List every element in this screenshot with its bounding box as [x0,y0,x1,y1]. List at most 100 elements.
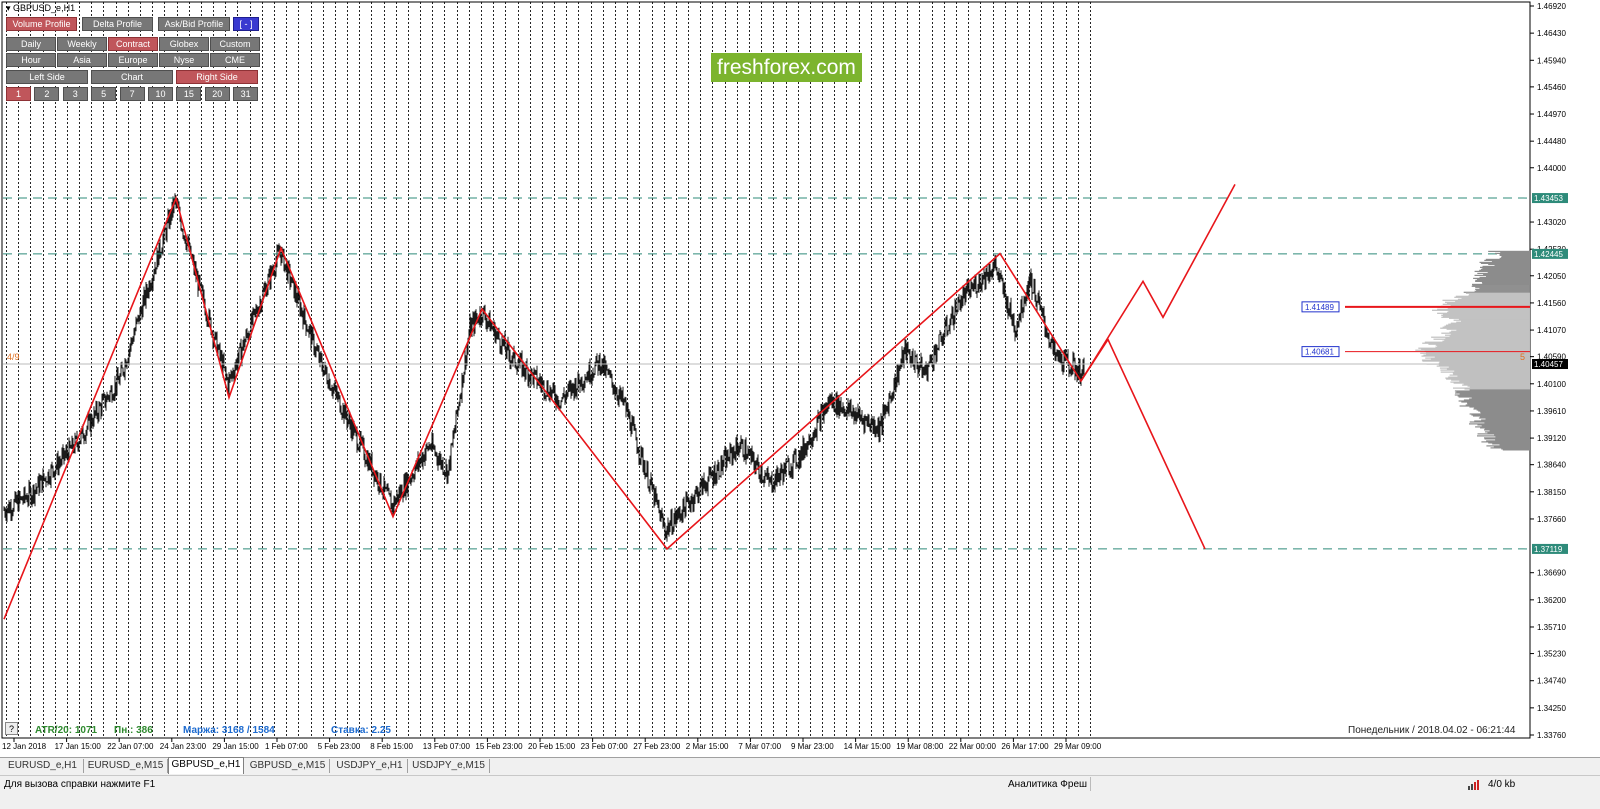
volume-profile-bar [1440,369,1530,371]
volume-profile-bar [1474,407,1530,409]
volume-profile-bar [1469,293,1530,295]
side-button-chart[interactable]: Chart [91,70,173,84]
volume-profile-bar [1468,294,1530,296]
profile-button-volume-profile[interactable]: Volume Profile [6,17,77,31]
time-tick-label: 29 Jan 15:00 [212,742,259,751]
volume-profile-bar [1456,391,1530,393]
count-button-3[interactable]: 3 [62,87,88,101]
volume-profile-bar [1440,371,1530,373]
count-button-15[interactable]: 15 [176,87,202,101]
volume-profile-bar [1457,395,1530,397]
time-tick-label: 1 Feb 07:00 [265,742,308,751]
side-button-right-side[interactable]: Right Side [176,70,258,84]
price-tick-label: 1.36690 [1537,569,1566,578]
atr-indicator: ATR/20: 1071 [35,725,98,736]
time-tick-label: 19 Mar 08:00 [896,742,944,751]
volume-profile-bar [1457,375,1530,377]
volume-profile-bar [1469,389,1530,391]
count-button-7[interactable]: 7 [119,87,145,101]
volume-profile-bar [1502,449,1530,451]
tab-eurusd-e-h1[interactable]: EURUSD_e,H1 [2,759,84,773]
price-tick-label: 1.41560 [1537,299,1566,308]
volume-profile-bar [1455,295,1530,297]
time-tick-label: 29 Mar 09:00 [1054,742,1102,751]
count-button-10[interactable]: 10 [148,87,173,101]
tab-eurusd-e-m15[interactable]: EURUSD_e,M15 [84,759,168,773]
volume-profile-bar [1462,384,1530,386]
volume-profile-bar [1495,439,1530,441]
volume-profile-bar [1444,325,1530,327]
volume-profile-bar [1484,429,1530,431]
price-tick-label: 1.44480 [1537,137,1566,146]
volume-profile-bar [1454,296,1530,298]
volume-profile-bar [1445,337,1530,339]
volume-profile-bar [1451,379,1530,381]
connection-icon [1468,779,1482,793]
volume-profile-bar [1463,383,1530,385]
volume-profile-bar [1474,290,1530,292]
volume-profile-bar [1469,423,1530,425]
volume-profile-bar [1442,315,1530,317]
volume-profile-bar [1484,259,1530,261]
count-button-1[interactable]: 1 [6,87,31,101]
price-tick-label: 1.43020 [1537,218,1566,227]
volume-profile-bar [1450,333,1530,335]
tab-usdjpy-e-m15[interactable]: USDJPY_e,M15 [408,759,490,773]
volume-profile-bar [1495,252,1530,254]
period-button-custom[interactable]: Custom [210,37,260,51]
count-button-2[interactable]: 2 [34,87,60,101]
period-button-cme[interactable]: CME [210,53,260,67]
volume-profile-bar [1454,390,1530,392]
tab-usdjpy-e-h1[interactable]: USDJPY_e,H1 [332,759,408,773]
profile-level-box [1301,346,1340,358]
price-tick-label: 1.41070 [1537,326,1566,335]
period-button-hour[interactable]: Hour [6,53,56,67]
period-button-europe[interactable]: Europe [108,53,158,67]
side-button-left-side[interactable]: Left Side [6,70,88,84]
period-button-asia[interactable]: Asia [57,53,107,67]
price-chart[interactable]: 1.46920 1.46430 1.45940 1.45460 1.44970 1.444… [0,0,1600,757]
help-icon[interactable]: ? [5,722,18,735]
volume-profile-bar [1454,394,1530,396]
volume-profile-bar [1484,422,1530,424]
volume-profile-bar [1469,398,1530,400]
profile-button-ask-bid-profile[interactable]: Ask/Bid Profile [158,17,230,31]
period-button-daily[interactable]: Daily [6,37,56,51]
price-tick-label: 1.39120 [1537,434,1566,443]
volume-profile-bar [1487,432,1530,434]
volume-profile-bar [1463,399,1530,401]
volume-profile-bar [1479,276,1530,278]
volume-profile-bar [1499,444,1530,446]
volume-profile-bar [1422,360,1530,362]
price-tick-label: 1.44000 [1537,164,1566,173]
period-button-globex[interactable]: Globex [159,37,209,51]
volume-profile-bar [1465,292,1530,294]
profile-button-[interactable]: [ - ] [233,17,259,31]
volume-profile-bar [1453,319,1530,321]
volume-profile-bar [1475,279,1530,281]
volume-profile-bar [1448,323,1530,325]
time-tick-label: 15 Feb 23:00 [475,742,523,751]
period-button-contract[interactable]: Contract [108,37,158,51]
profile-button-delta-profile[interactable]: Delta Profile [82,17,153,31]
price-tick-label: 1.45460 [1537,83,1566,92]
volume-profile-bar [1478,417,1530,419]
window-menu-icon[interactable]: ▾ [6,3,11,13]
time-tick-label: 17 Jan 15:00 [55,742,102,751]
tab-gbpusd-e-m15[interactable]: GBPUSD_e,M15 [246,759,330,773]
volume-profile-bar [1482,282,1530,284]
count-button-5[interactable]: 5 [91,87,117,101]
period-button-nyse[interactable]: Nyse [159,53,209,67]
count-button-31[interactable]: 31 [233,87,259,101]
volume-profile-bar [1479,261,1530,263]
count-button-20[interactable]: 20 [204,87,230,101]
tab-gbpusd-e-h1[interactable]: GBPUSD_e,H1 [168,757,244,774]
time-tick-label: 20 Feb 15:00 [528,742,576,751]
chart-window[interactable]: 1.46920 1.46430 1.45940 1.45460 1.44970 1.444… [0,0,1600,770]
volume-profile-bar [1453,387,1530,389]
volume-profile-bar [1473,277,1530,279]
time-tick-label: 7 Mar 07:00 [738,742,781,751]
period-button-weekly[interactable]: Weekly [57,37,107,51]
status-traffic: 4/0 kb [1488,779,1516,790]
volume-profile-bar [1420,352,1530,354]
